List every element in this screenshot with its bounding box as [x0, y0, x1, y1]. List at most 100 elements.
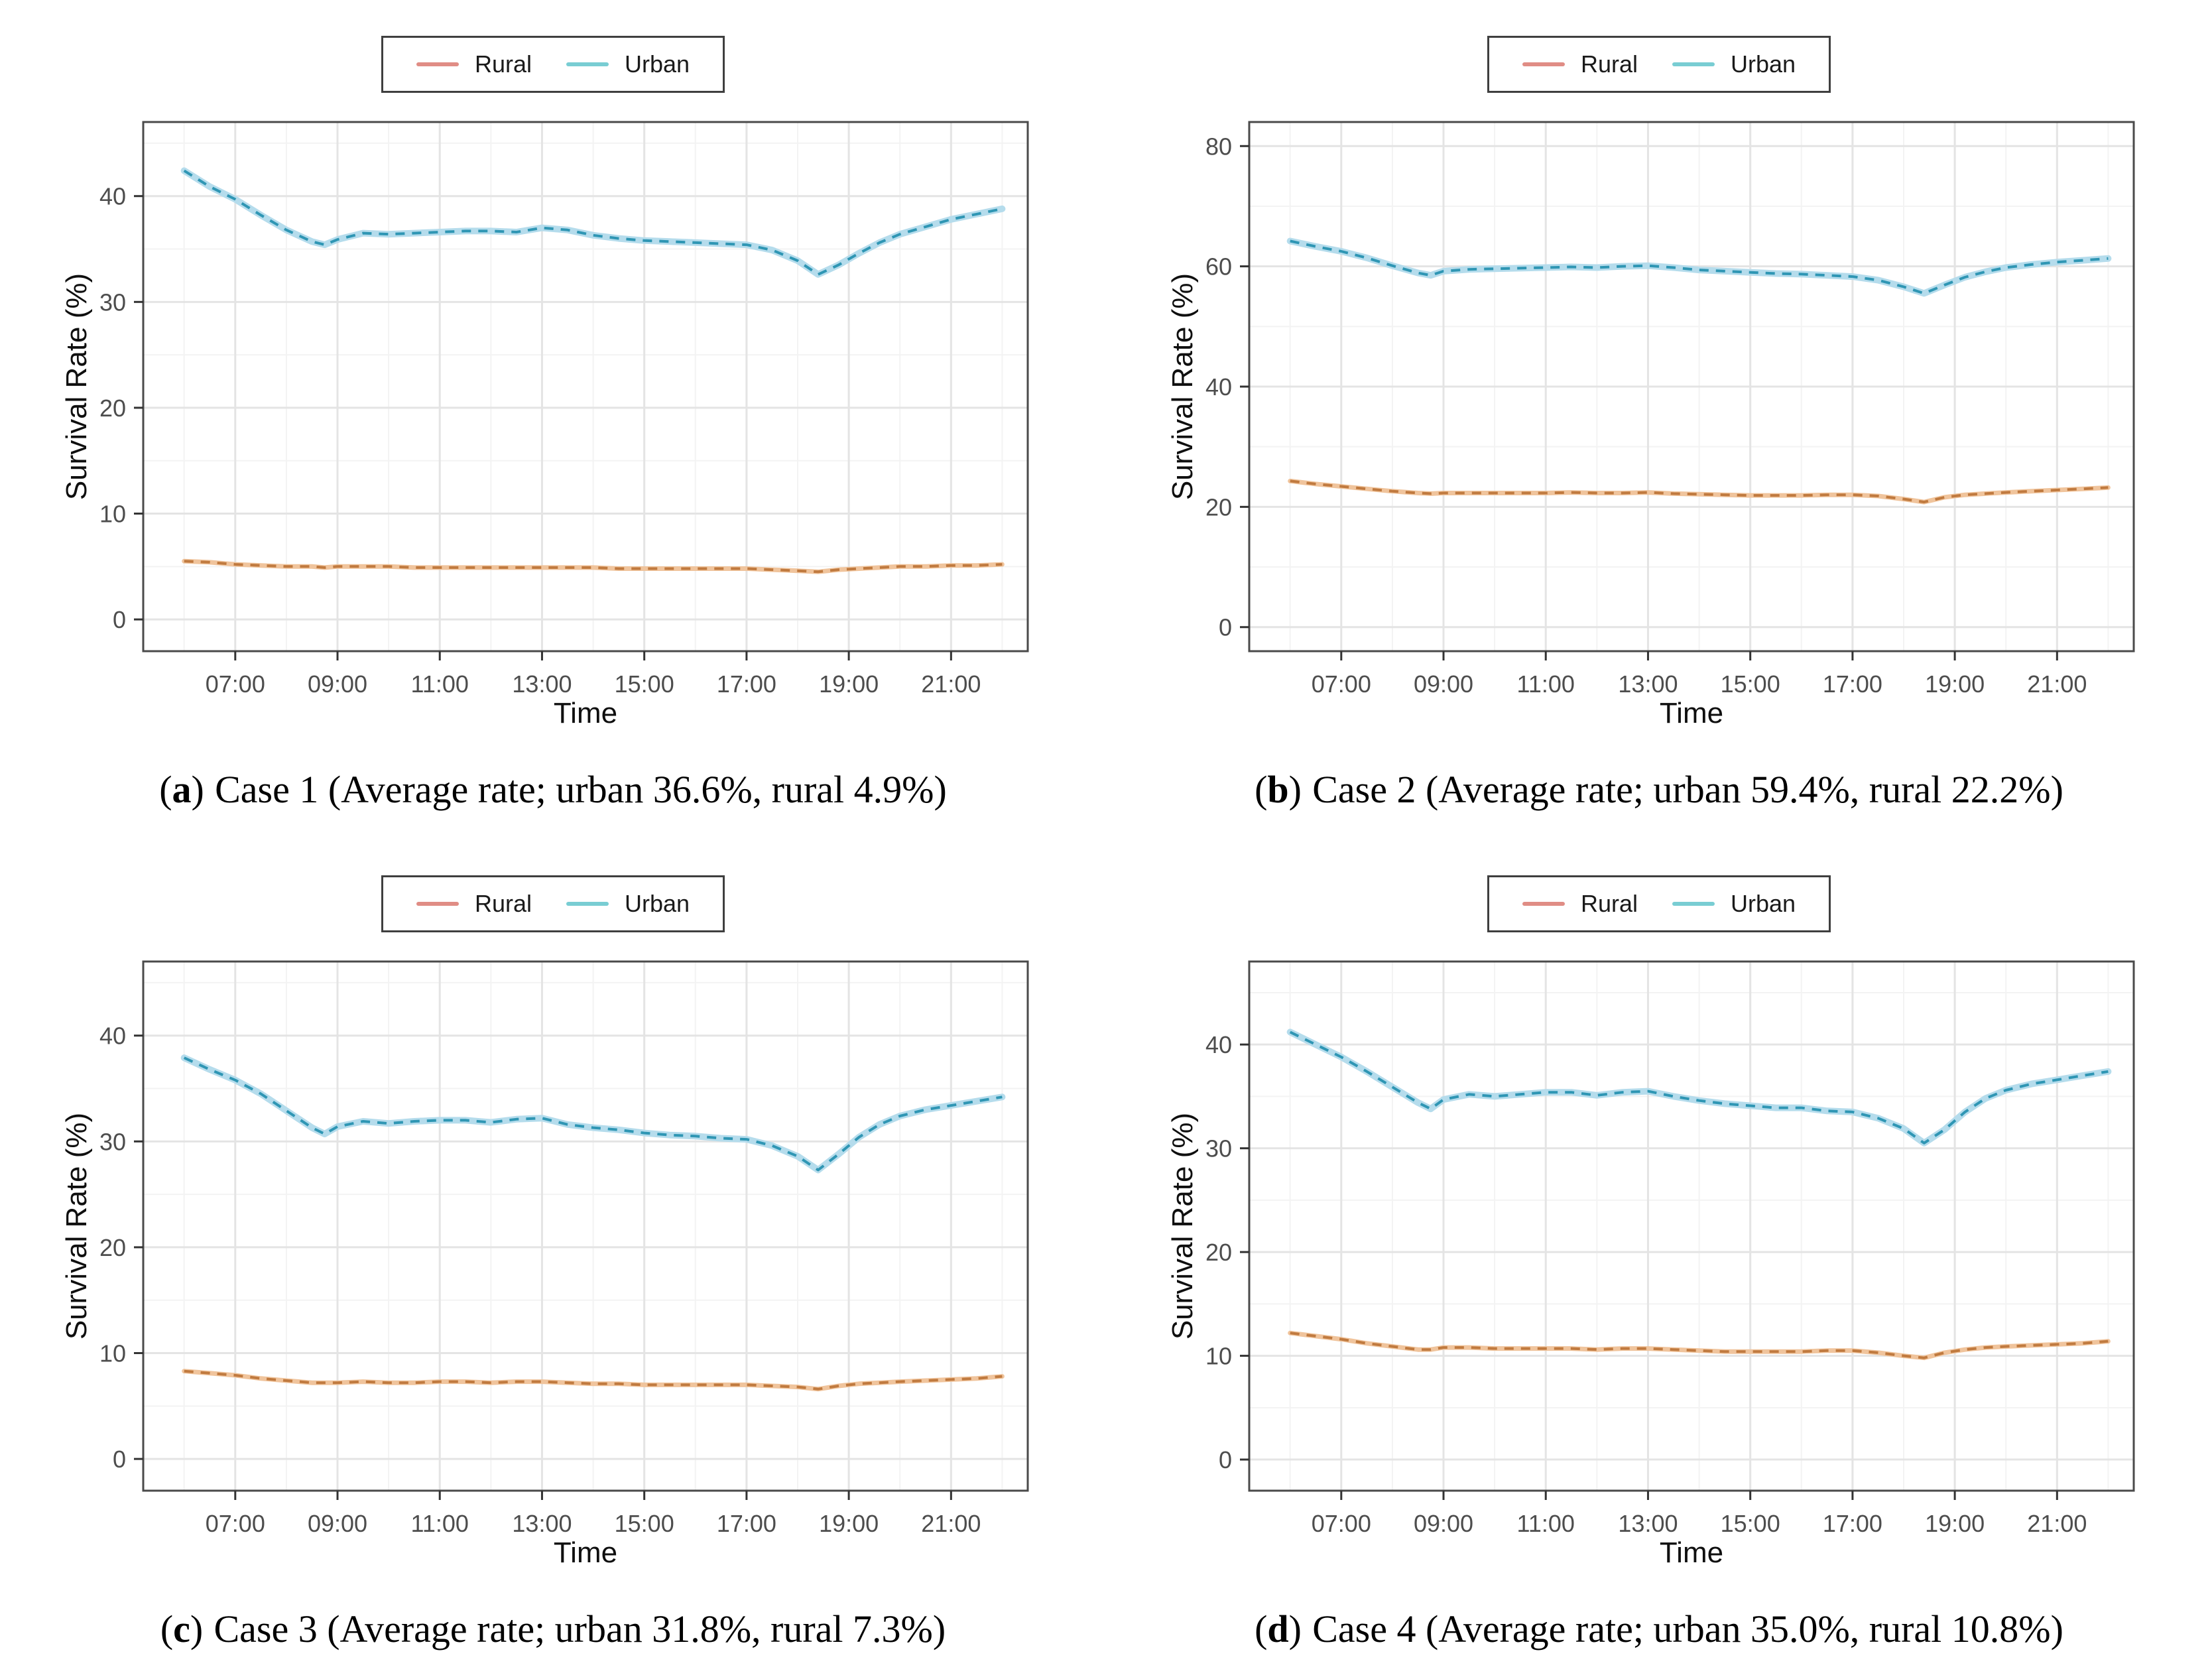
legend-label-rural: Rural [1580, 890, 1638, 917]
rural-line-key-icon [416, 902, 459, 906]
y-tick-label: 40 [99, 1023, 126, 1050]
y-tick-label: 30 [99, 288, 126, 316]
legend-item-rural: Rural [1522, 892, 1638, 916]
urban-line-dash [183, 169, 1003, 276]
x-tick-label: 07:00 [1312, 670, 1371, 698]
legend-label-urban: Urban [624, 50, 690, 78]
grid-major [143, 962, 1028, 1491]
y-tick-label: 10 [1205, 1343, 1232, 1370]
y-tick-label: 0 [1219, 1446, 1232, 1473]
x-tick-label: 09:00 [1414, 1510, 1473, 1537]
y-tick-label: 80 [1205, 133, 1232, 160]
chart-background [1162, 110, 2156, 733]
x-tick-label: 07:00 [206, 1510, 265, 1537]
caption-letter: b [1267, 768, 1289, 811]
survival-rate-chart-case-2: 07:00 09:00 11:00 13:00 15:00 17:00 19:00 21:00… [1162, 110, 2156, 733]
y-tick-label: 40 [1205, 1031, 1232, 1058]
caption-text: Case 4 (Average rate; urban 35.0%, rural… [1312, 1607, 2063, 1650]
rural-line-dash [184, 1369, 1003, 1391]
x-tick-label: 11:00 [1517, 670, 1575, 698]
x-tick-label: 17:00 [717, 670, 776, 698]
x-tick-label: 07:00 [206, 670, 265, 698]
urban-line-dash [183, 1056, 1003, 1172]
rural-line-key-icon [1522, 62, 1565, 66]
y-tick-label: 0 [113, 1446, 126, 1473]
axis-ticks: 07:00 09:00 11:00 13:00 15:00 17:00 19:00 21:00… [99, 1023, 981, 1537]
y-tick-label: 20 [99, 395, 126, 422]
x-tick-label: 09:00 [1414, 670, 1473, 698]
x-tick-label: 19:00 [819, 670, 879, 698]
x-tick-label: 11:00 [411, 670, 469, 698]
x-tick-label: 09:00 [308, 1510, 367, 1537]
y-tick-label: 20 [1205, 493, 1232, 521]
panel-border [1248, 960, 2135, 1492]
rural-line-dash [184, 560, 1003, 574]
y-tick-label: 0 [1219, 614, 1232, 641]
rural-line-dash [1290, 1332, 2109, 1359]
axis-ticks: 07:00 09:00 11:00 13:00 15:00 17:00 19:00 21:00… [1205, 133, 2087, 698]
x-tick-label: 11:00 [1517, 1510, 1575, 1537]
urban-line-dash [1290, 239, 2109, 295]
caption-paren-close: ) [190, 1607, 204, 1650]
y-tick-label: 40 [1205, 373, 1232, 401]
caption-letter: d [1267, 1607, 1289, 1650]
y-tick-label: 60 [1205, 253, 1232, 280]
grid-major [143, 122, 1028, 651]
x-tick-label: 13:00 [512, 670, 572, 698]
x-tick-label: 19:00 [1925, 1510, 1985, 1537]
x-tick-label: 13:00 [1618, 1510, 1678, 1537]
x-tick-label: 21:00 [2027, 670, 2087, 698]
grid-major [1249, 122, 2134, 651]
legend-case-4: Rural Urban [1487, 875, 1831, 932]
grid-minor [1249, 962, 2134, 1491]
x-tick-label: 15:00 [615, 1510, 674, 1537]
x-tick-label: 21:00 [2027, 1510, 2087, 1537]
legend-label-rural: Rural [474, 890, 532, 917]
y-axis-title: Survival Rate (%) [60, 273, 93, 500]
y-axis-title: Survival Rate (%) [1166, 1113, 1199, 1339]
chart-background [56, 110, 1050, 733]
y-tick-label: 30 [99, 1128, 126, 1155]
caption-letter: a [172, 768, 192, 811]
axis-ticks: 07:00 09:00 11:00 13:00 15:00 17:00 19:00 21:00… [99, 183, 981, 698]
panel-case-1: Rural Urban 07:00 09:00 11:00 13:00 15:00 17:… [27, 11, 1079, 829]
x-tick-label: 19:00 [1925, 670, 1985, 698]
caption-case-4: (d) Case 4 (Average rate; urban 35.0%, ru… [1255, 1607, 2063, 1652]
rural-line-key-icon [1522, 902, 1565, 906]
legend-item-urban: Urban [1672, 52, 1796, 76]
caption-text: Case 2 (Average rate; urban 59.4%, rural… [1312, 768, 2063, 811]
survival-rate-chart-case-3: 07:00 09:00 11:00 13:00 15:00 17:00 19:00 21:00… [56, 950, 1050, 1573]
caption-letter: c [173, 1607, 190, 1650]
x-axis-title: Time [554, 697, 617, 729]
chart-background [56, 950, 1050, 1573]
caption-paren-open: ( [1255, 768, 1268, 811]
survival-rate-chart-case-4: 07:00 09:00 11:00 13:00 15:00 17:00 19:00 21:00… [1162, 950, 2156, 1573]
x-axis-title: Time [554, 1536, 617, 1569]
legend-label-rural: Rural [1580, 50, 1638, 78]
x-axis-title: Time [1660, 1536, 1723, 1569]
legend-item-rural: Rural [1522, 52, 1638, 76]
panel-case-3: Rural Urban 07:00 09:00 11:00 13:00 15:00 17:… [27, 850, 1079, 1668]
y-tick-label: 30 [1205, 1135, 1232, 1162]
axis-ticks: 07:00 09:00 11:00 13:00 15:00 17:00 19:00 21:00… [1205, 1031, 2087, 1537]
survival-rate-chart-case-1: 07:00 09:00 11:00 13:00 15:00 17:00 19:00 21:00… [56, 110, 1050, 733]
y-tick-label: 20 [1205, 1239, 1232, 1266]
panel-case-4: Rural Urban 07:00 09:00 11:00 13:00 15:00 17:… [1133, 850, 2185, 1668]
grid-minor [143, 962, 1028, 1491]
x-tick-label: 17:00 [717, 1510, 776, 1537]
x-tick-label: 11:00 [411, 1510, 469, 1537]
y-tick-label: 10 [99, 501, 126, 528]
panel-border [142, 121, 1029, 653]
x-tick-label: 17:00 [1823, 1510, 1882, 1537]
legend-item-urban: Urban [1672, 892, 1796, 916]
urban-line-key-icon [566, 62, 609, 66]
x-tick-label: 09:00 [308, 670, 367, 698]
legend-case-1: Rural Urban [381, 36, 725, 93]
legend-case-2: Rural Urban [1487, 36, 1831, 93]
x-axis-title: Time [1660, 697, 1723, 729]
urban-line-key-icon [566, 902, 609, 906]
panel-case-2: Rural Urban 07:00 09:00 11:00 13:00 15:00 17:… [1133, 11, 2185, 829]
x-tick-label: 17:00 [1823, 670, 1882, 698]
x-tick-label: 21:00 [921, 670, 981, 698]
